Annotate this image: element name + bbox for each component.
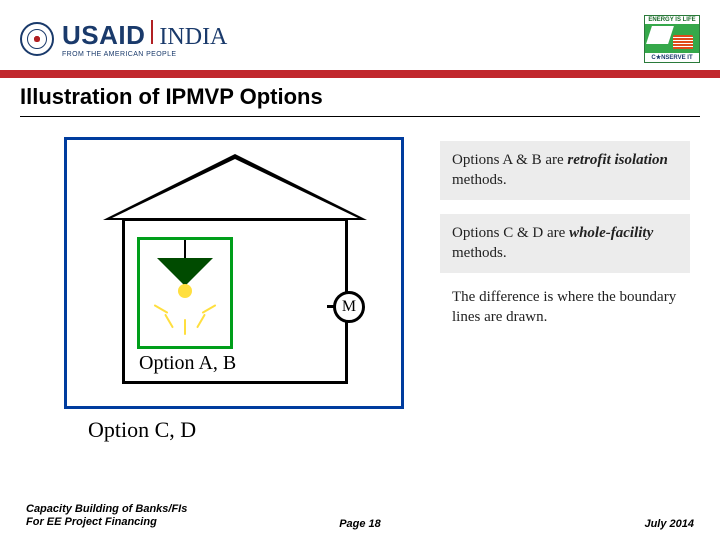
- note2-em: whole-facility: [569, 225, 653, 241]
- footer-left-line1: Capacity Building of Banks/FIs: [26, 503, 187, 517]
- note1-em: retrofit isolation: [567, 152, 667, 168]
- notes-column: Options A & B are retrofit isolation met…: [440, 137, 690, 443]
- bee-logo-graphic-icon: [645, 24, 699, 53]
- bee-logo: ENERGY IS LIFE C★NSERVE IT: [644, 15, 700, 63]
- bee-logo-top: ENERGY IS LIFE: [645, 16, 699, 24]
- note2-pre: Options C & D are: [452, 225, 569, 241]
- house-body: Option A, B M: [122, 218, 348, 384]
- note-difference: The difference is where the boundary lin…: [440, 287, 690, 328]
- meter-letter: M: [342, 298, 356, 316]
- diagram-column: Option A, B M Option C, D: [64, 137, 424, 443]
- usaid-logo: USAID INDIA FROM THE AMERICAN PEOPLE: [20, 20, 227, 58]
- lamp-cord-icon: [184, 240, 186, 260]
- footer-left-line2: For EE Project Financing: [26, 516, 187, 530]
- note-wholefacility: Options C & D are whole-facility methods…: [440, 214, 690, 273]
- logo-divider: [151, 20, 153, 44]
- note2-post: methods.: [452, 245, 507, 261]
- meter-icon: M: [333, 291, 365, 323]
- country-label: INDIA: [159, 25, 227, 49]
- title-wrap: Illustration of IPMVP Options: [0, 78, 720, 121]
- lamp-shade-icon: [157, 258, 213, 286]
- content-area: Option A, B M Option C, D Options A & B …: [0, 121, 720, 443]
- bee-logo-bottom: C★NSERVE IT: [645, 53, 699, 62]
- title-underline: [20, 116, 700, 117]
- diagram-frame: Option A, B M: [64, 137, 404, 409]
- option-cd-label: Option C, D: [88, 417, 424, 443]
- note1-pre: Options A & B are: [452, 152, 567, 168]
- header: USAID INDIA FROM THE AMERICAN PEOPLE ENE…: [0, 0, 720, 70]
- footer-date: July 2014: [644, 518, 694, 530]
- footer-page: Page 18: [339, 518, 381, 530]
- note-retrofit: Options A & B are retrofit isolation met…: [440, 141, 690, 200]
- usaid-seal-icon: [20, 22, 54, 56]
- header-red-bar: [0, 70, 720, 78]
- lamp-rays-icon: [155, 290, 215, 340]
- usaid-text-block: USAID INDIA FROM THE AMERICAN PEOPLE: [62, 20, 227, 58]
- house-roof-fill: [112, 159, 358, 218]
- option-ab-label: Option A, B: [139, 352, 236, 375]
- retrofit-boundary-box: [137, 237, 233, 349]
- note1-post: methods.: [452, 172, 507, 188]
- usaid-wordmark: USAID: [62, 22, 145, 48]
- slide-title: Illustration of IPMVP Options: [20, 84, 700, 110]
- footer: Capacity Building of Banks/FIs For EE Pr…: [0, 503, 720, 531]
- footer-left: Capacity Building of Banks/FIs For EE Pr…: [26, 503, 187, 531]
- usaid-tagline: FROM THE AMERICAN PEOPLE: [62, 51, 227, 58]
